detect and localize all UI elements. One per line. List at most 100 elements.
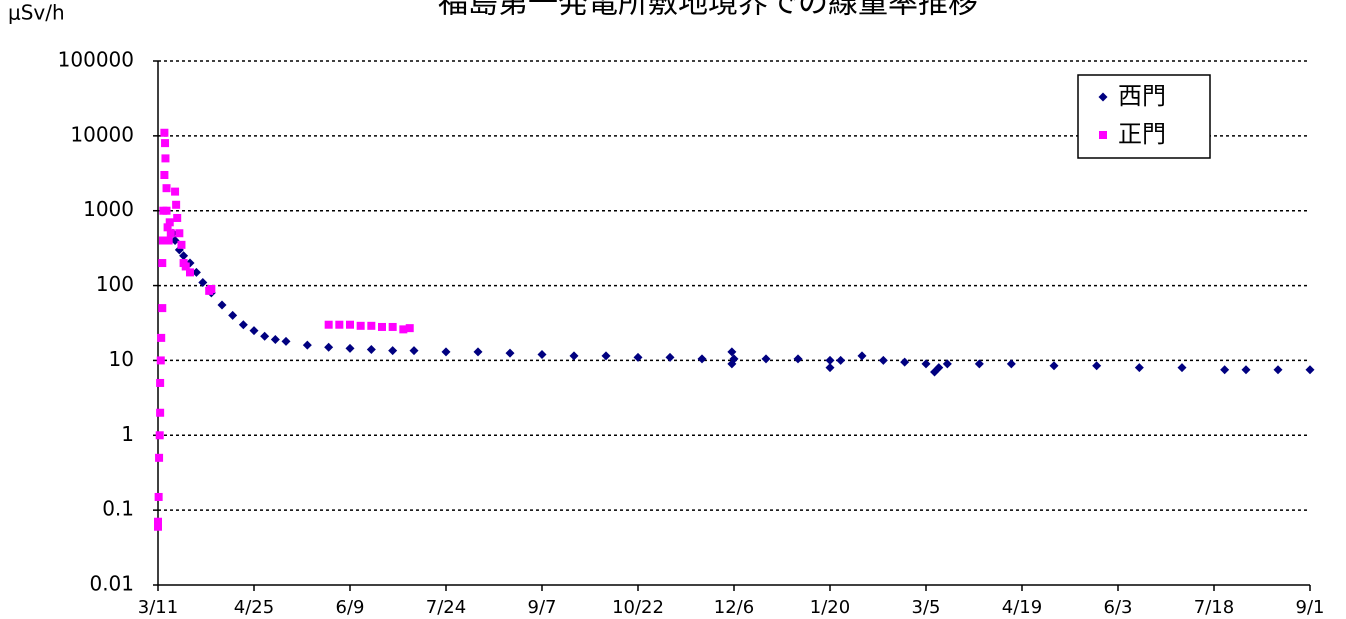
point bbox=[161, 139, 170, 148]
point bbox=[160, 170, 169, 179]
point bbox=[878, 355, 888, 365]
point bbox=[697, 354, 707, 364]
point bbox=[165, 218, 174, 227]
point bbox=[335, 320, 344, 329]
point bbox=[173, 213, 182, 222]
point bbox=[270, 335, 280, 345]
point bbox=[366, 344, 376, 354]
point bbox=[166, 229, 175, 238]
point bbox=[405, 324, 414, 333]
y-tick-label: 100 bbox=[96, 272, 134, 296]
point bbox=[825, 355, 835, 365]
point bbox=[228, 310, 238, 320]
legend-marker bbox=[1099, 131, 1107, 139]
x-tick-label: 12/6 bbox=[714, 597, 754, 618]
point bbox=[388, 322, 397, 331]
point bbox=[857, 351, 867, 361]
x-tick-label: 4/19 bbox=[1002, 597, 1042, 618]
point bbox=[921, 359, 931, 369]
point bbox=[156, 356, 165, 365]
point bbox=[1241, 365, 1251, 375]
point bbox=[160, 128, 169, 137]
point bbox=[1134, 363, 1144, 373]
point bbox=[161, 154, 170, 163]
point bbox=[163, 223, 172, 232]
y-tick-label: 10 bbox=[109, 347, 134, 371]
point bbox=[207, 284, 216, 293]
point bbox=[569, 351, 579, 361]
point bbox=[974, 359, 984, 369]
point bbox=[181, 262, 190, 271]
y-axis-label: μSv/h bbox=[8, 1, 65, 25]
legend-box bbox=[1077, 74, 1211, 159]
point bbox=[388, 346, 398, 356]
point bbox=[345, 343, 355, 353]
point bbox=[186, 268, 194, 277]
point bbox=[158, 304, 167, 313]
point bbox=[157, 333, 166, 342]
point bbox=[154, 517, 162, 526]
y-tick-label: 1 bbox=[121, 422, 134, 446]
x-tick-label: 1/20 bbox=[810, 597, 850, 618]
point bbox=[1305, 365, 1315, 375]
point bbox=[324, 342, 334, 352]
point bbox=[158, 236, 167, 245]
point bbox=[505, 348, 515, 358]
point bbox=[171, 187, 180, 196]
point bbox=[281, 336, 291, 346]
x-tick-label: 6/3 bbox=[1104, 597, 1133, 618]
point bbox=[1273, 365, 1283, 375]
legend-marker bbox=[1098, 92, 1108, 102]
point bbox=[665, 352, 675, 362]
point bbox=[761, 354, 771, 364]
point bbox=[473, 347, 483, 357]
point bbox=[155, 453, 164, 462]
point bbox=[727, 347, 737, 357]
point bbox=[346, 320, 354, 329]
point bbox=[633, 352, 643, 362]
point bbox=[900, 357, 910, 367]
point bbox=[155, 431, 164, 440]
x-tick-label: 4/25 bbox=[234, 597, 274, 618]
point bbox=[537, 350, 547, 360]
x-tick-label: 10/22 bbox=[612, 597, 664, 618]
y-tick-label: 1000 bbox=[83, 197, 134, 221]
x-tick-label: 9/7 bbox=[528, 597, 557, 618]
point bbox=[324, 320, 333, 329]
point bbox=[934, 363, 944, 373]
point bbox=[238, 320, 248, 330]
point bbox=[302, 340, 312, 350]
point bbox=[217, 300, 227, 310]
series bbox=[168, 228, 1315, 377]
point bbox=[1006, 359, 1016, 369]
point bbox=[154, 522, 162, 531]
point bbox=[942, 359, 952, 369]
point bbox=[601, 351, 611, 361]
point bbox=[260, 331, 270, 341]
point bbox=[162, 184, 171, 193]
chart-title: 福島第一発電所敷地境界での線量率推移 bbox=[438, 0, 978, 21]
point bbox=[1049, 361, 1059, 371]
point bbox=[367, 321, 376, 330]
point bbox=[179, 251, 189, 261]
point bbox=[249, 326, 259, 336]
point bbox=[729, 354, 739, 364]
point bbox=[836, 355, 846, 365]
point bbox=[191, 267, 201, 277]
point bbox=[162, 206, 171, 215]
point bbox=[164, 236, 173, 245]
legend-label: 西門 bbox=[1118, 82, 1166, 110]
point bbox=[1177, 363, 1187, 373]
point bbox=[158, 259, 167, 268]
point bbox=[441, 347, 451, 357]
point bbox=[177, 240, 186, 249]
point bbox=[170, 236, 180, 246]
point bbox=[156, 408, 165, 417]
y-tick-label: 0.01 bbox=[89, 572, 134, 596]
point bbox=[198, 277, 208, 287]
point bbox=[399, 325, 408, 334]
point bbox=[1092, 361, 1102, 371]
point bbox=[156, 378, 165, 387]
point bbox=[1220, 365, 1230, 375]
